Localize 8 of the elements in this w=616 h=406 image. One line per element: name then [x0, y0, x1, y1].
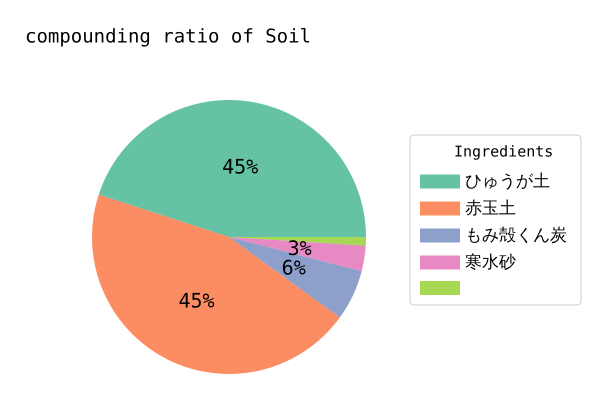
legend-label: 寒水砂: [465, 252, 516, 272]
legend-label: ひゅうが土: [465, 172, 550, 192]
data-label: 45%: [178, 288, 215, 313]
data-label: 45%: [222, 154, 258, 178]
legend-label: もみ殻くん炭: [465, 226, 567, 246]
legend-label: 赤玉土: [465, 198, 516, 218]
legend-title: Ingredients: [454, 142, 554, 160]
chart-title: compounding ratio of Soil: [25, 26, 311, 48]
